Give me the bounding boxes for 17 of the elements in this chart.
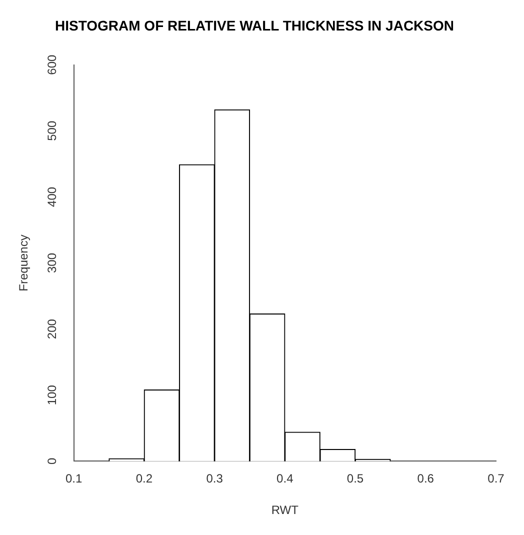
x-tick-label: 0.1	[65, 472, 82, 486]
y-tick-label: 100	[45, 384, 60, 406]
chart-title: HISTOGRAM OF RELATIVE WALL THICKNESS IN JACKSON	[54, 17, 454, 34]
x-tick-label: 0.6	[417, 472, 434, 486]
x-tick-label: 0.4	[276, 472, 294, 486]
y-tick-label: 0	[45, 458, 60, 465]
x-tick-label: 0.3	[206, 472, 224, 486]
y-tick-label: 200	[45, 318, 60, 340]
x-tick-label: 0.7	[488, 472, 505, 486]
y-tick-label: 500	[45, 120, 60, 141]
y-tick-label: 300	[45, 252, 60, 274]
x-tick-label: 0.5	[346, 472, 364, 486]
x-axis-title: RWT	[271, 503, 300, 518]
y-tick-label: 600	[45, 54, 60, 75]
x-tick-label: 0.2	[136, 472, 153, 486]
y-axis-title: Frequency	[16, 234, 31, 292]
y-tick-label: 400	[45, 186, 60, 207]
